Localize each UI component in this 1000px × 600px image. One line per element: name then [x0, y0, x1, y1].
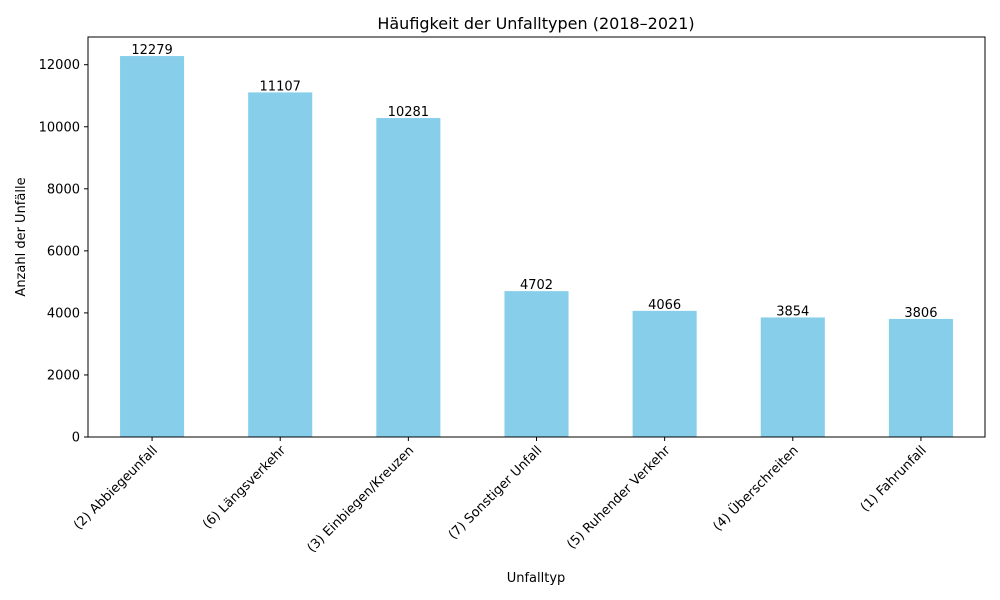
x-tick-label: (1) Fahrunfall — [858, 443, 930, 515]
x-axis: (2) Abbiegeunfall (6) Längsverkehr (3) Ein… — [71, 437, 930, 556]
x-axis-label: Unfalltyp — [507, 571, 566, 586]
bar-value-label: 3854 — [776, 304, 809, 319]
bar — [632, 310, 697, 437]
y-tick-label: 10000 — [39, 120, 80, 135]
y-axis-label: Anzahl der Unfälle — [14, 177, 29, 296]
bar — [120, 56, 185, 437]
y-tick-label: 2000 — [47, 368, 80, 383]
x-tick-label: (5) Ruhender Verkehr — [564, 443, 674, 553]
y-axis: 0 2000 4000 6000 8000 10000 12000 — [39, 58, 88, 446]
x-tick-label: (4) Überschreiten — [709, 442, 802, 535]
bar-value-label: 11107 — [260, 79, 301, 94]
bar-value-label: 10281 — [388, 105, 429, 120]
data-labels-group: 12279 11107 10281 4702 4066 3854 3806 — [131, 43, 937, 321]
y-tick-label: 12000 — [39, 58, 80, 73]
x-tick-label: (2) Abbiegeunfall — [71, 443, 161, 533]
x-tick-label: (3) Einbiegen/Kreuzen — [305, 443, 418, 556]
x-tick-label: (6) Längsverkehr — [200, 443, 289, 532]
y-tick-label: 0 — [72, 431, 80, 446]
bar — [760, 317, 825, 437]
y-tick-label: 6000 — [47, 244, 80, 259]
bar — [504, 291, 569, 437]
y-tick-label: 8000 — [47, 182, 80, 197]
bar-value-label: 12279 — [131, 43, 172, 58]
bar-value-label: 4702 — [520, 278, 553, 293]
bar — [248, 92, 313, 437]
y-tick-label: 4000 — [47, 306, 80, 321]
bar-value-label: 4066 — [648, 298, 681, 313]
bar — [888, 318, 953, 437]
bars-group — [120, 56, 953, 437]
bar-value-label: 3806 — [904, 306, 937, 321]
bar — [376, 118, 441, 437]
chart-title: Häufigkeit der Unfalltypen (2018–2021) — [377, 14, 694, 33]
x-tick-label: (7) Sonstiger Unfall — [446, 443, 546, 543]
plot-frame — [87, 36, 986, 438]
